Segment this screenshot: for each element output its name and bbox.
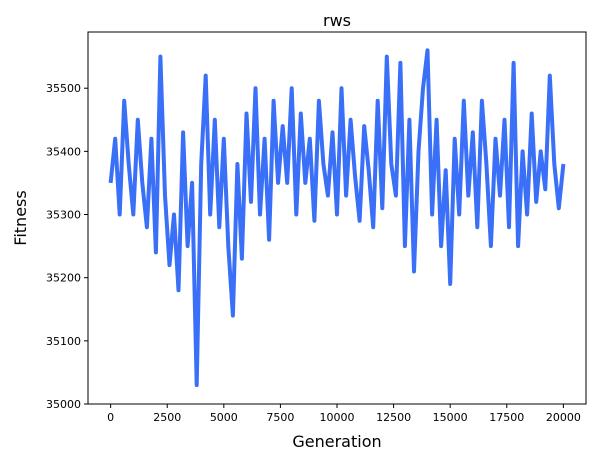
y-tick-label: 35300 <box>46 209 81 222</box>
y-axis-label: Fitness <box>11 190 30 245</box>
y-tick-label: 35500 <box>46 82 81 95</box>
y-tick-label: 35100 <box>46 335 81 348</box>
x-axis-label: Generation <box>292 432 381 451</box>
x-tick-label: 5000 <box>210 411 238 424</box>
y-tick-label: 35000 <box>46 398 81 411</box>
x-tick-label: 0 <box>107 411 114 424</box>
chart-title: rws <box>323 11 351 30</box>
x-tick-label: 15000 <box>433 411 468 424</box>
y-tick-label: 35200 <box>46 272 81 285</box>
x-tick-label: 10000 <box>320 411 355 424</box>
y-tick-label: 35400 <box>46 145 81 158</box>
x-tick-label: 17500 <box>489 411 524 424</box>
x-tick-label: 2500 <box>153 411 181 424</box>
x-tick-label: 7500 <box>266 411 294 424</box>
data-line <box>108 48 566 388</box>
x-tick-label: 12500 <box>376 411 411 424</box>
x-tick-label: 20000 <box>546 411 581 424</box>
